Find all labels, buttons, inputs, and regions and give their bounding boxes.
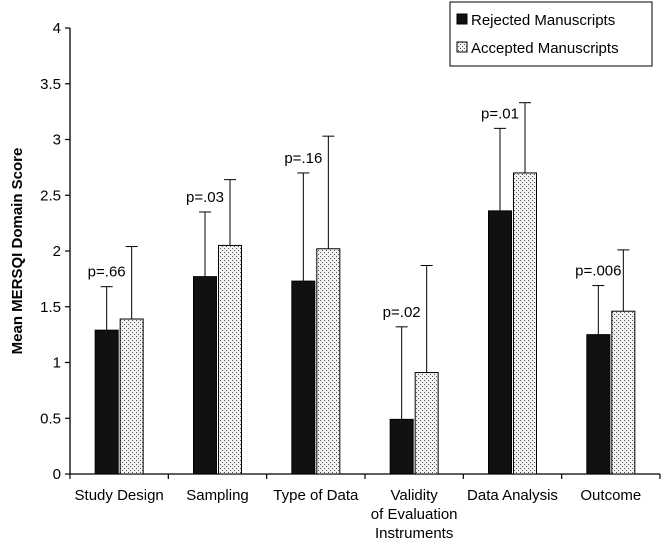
x-tick-label: Data Analysis <box>467 487 558 504</box>
y-tick-label: 3.5 <box>40 76 61 93</box>
legend: Rejected Manuscripts Accepted Manuscripts <box>449 1 653 67</box>
p-value-label: p=.006 <box>575 263 621 280</box>
bar-accepted <box>611 310 636 475</box>
bar-rejected <box>389 418 414 475</box>
bar-accepted <box>316 248 341 475</box>
y-tick-label: 3 <box>53 132 61 149</box>
legend-swatch-accepted <box>456 41 468 53</box>
p-value-label: p=.66 <box>88 264 126 281</box>
bar-rejected <box>488 210 512 475</box>
p-value-label: p=.03 <box>186 189 224 206</box>
y-tick-label: 2 <box>53 243 61 260</box>
y-tick-label: 1 <box>53 355 61 372</box>
y-tick-label: 2.5 <box>40 187 61 204</box>
bars <box>94 102 636 475</box>
bar-accepted <box>414 372 439 475</box>
x-tick-label: Instruments <box>375 525 453 542</box>
bar-rejected <box>291 280 316 475</box>
x-tick-label: Validity <box>391 487 439 504</box>
p-value-label: p=.16 <box>284 150 322 167</box>
x-tick-label: Outcome <box>580 487 641 504</box>
p-value-label: p=.02 <box>383 304 421 321</box>
legend-box <box>449 1 653 67</box>
y-tick-label: 0 <box>53 466 61 483</box>
bar-accepted <box>218 244 242 475</box>
x-tick-label: Study Design <box>75 487 164 504</box>
x-tick-label: Sampling <box>186 487 249 504</box>
legend-label: Accepted Manuscripts <box>471 40 619 57</box>
y-tick-label: 4 <box>53 20 61 37</box>
x-tick-label: of Evaluation <box>371 506 458 523</box>
axes: 0 0.5 1 1.5 2 2.5 3 3.5 4 Mean MERSQI Domain Scor… <box>9 20 661 483</box>
y-tick-label: 0.5 <box>40 410 61 427</box>
y-tick-label: 1.5 <box>40 299 61 316</box>
x-tick-label: Type of Data <box>273 487 359 504</box>
y-axis-label: Mean MERSQI Domain Score <box>9 148 26 355</box>
labels: p=.66 Study Design p=.03 Sampling p=.16 Type … <box>75 105 642 542</box>
bar-rejected <box>94 329 119 475</box>
bar-rejected <box>193 276 217 475</box>
p-value-label: p=.01 <box>481 105 519 122</box>
legend-label: Rejected Manuscripts <box>471 12 615 29</box>
legend-swatch-rejected <box>456 13 468 25</box>
bar-accepted <box>513 172 537 475</box>
bar-accepted <box>119 318 144 475</box>
bar-rejected <box>586 334 611 475</box>
